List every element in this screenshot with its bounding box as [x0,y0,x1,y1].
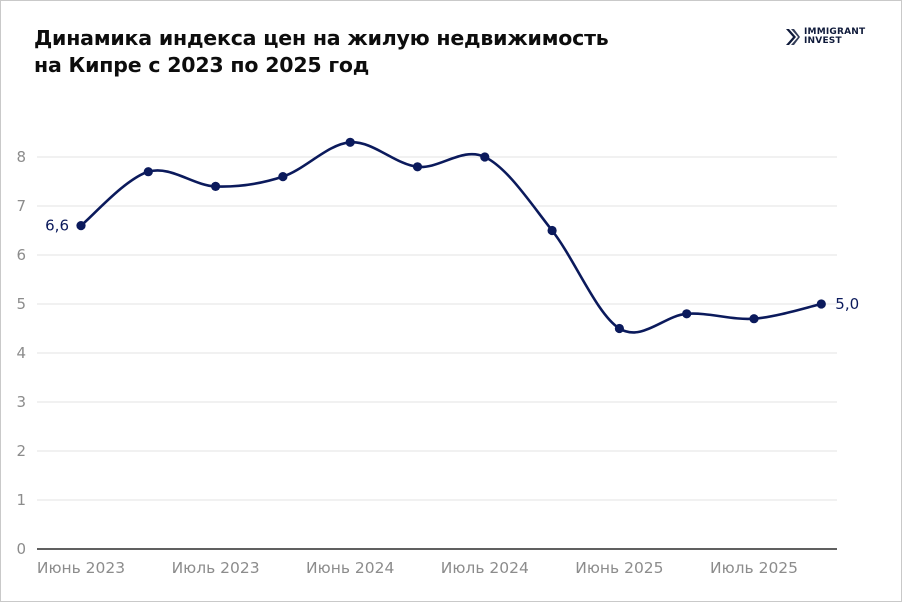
chart-title-line-1: Динамика индекса цен на жилую недвижимос… [34,26,609,50]
y-tick-label: 8 [16,148,26,166]
data-point [614,323,625,334]
data-point [345,137,355,147]
data-point [480,152,490,162]
chart-title: Динамика индекса цен на жилую недвижимос… [34,25,634,79]
data-point [412,162,423,172]
chart-title-line-2: на Кипре с 2023 по 2025 год [34,53,370,77]
y-tick-label: 1 [16,491,26,509]
data-point [278,172,288,182]
y-tick-label: 0 [16,540,26,558]
x-tick-label: Июль 2025 [710,559,798,577]
brand-logo-line-2: INVEST [804,36,842,46]
y-tick-label: 3 [16,393,26,411]
x-tick-label: Июнь 2024 [306,559,394,577]
y-tick-label: 5 [16,295,26,313]
data-point [76,221,86,231]
y-tick-label: 2 [16,442,26,460]
immigrant-invest-chevron-icon [786,29,800,45]
data-point [547,225,557,236]
data-point [211,181,221,191]
x-tick-label: Июль 2024 [441,559,529,577]
x-tick-label: Июнь 2025 [575,559,663,577]
data-label: 6,6 [45,217,69,235]
brand-logo-text: IMMIGRANT INVEST [804,28,865,46]
data-point [749,314,759,324]
brand-logo-line-1: IMMIGRANT [804,27,866,37]
x-tick-label: Июнь 2023 [37,559,125,577]
brand-logo: IMMIGRANT INVEST [785,28,865,46]
data-point [816,299,826,309]
y-tick-label: 4 [16,344,26,362]
y-tick-label: 6 [16,246,26,264]
x-tick-label: Июль 2023 [172,559,260,577]
data-label: 5,0 [835,295,859,313]
data-point [682,309,692,319]
y-tick-label: 7 [16,197,26,215]
data-point [143,167,153,177]
